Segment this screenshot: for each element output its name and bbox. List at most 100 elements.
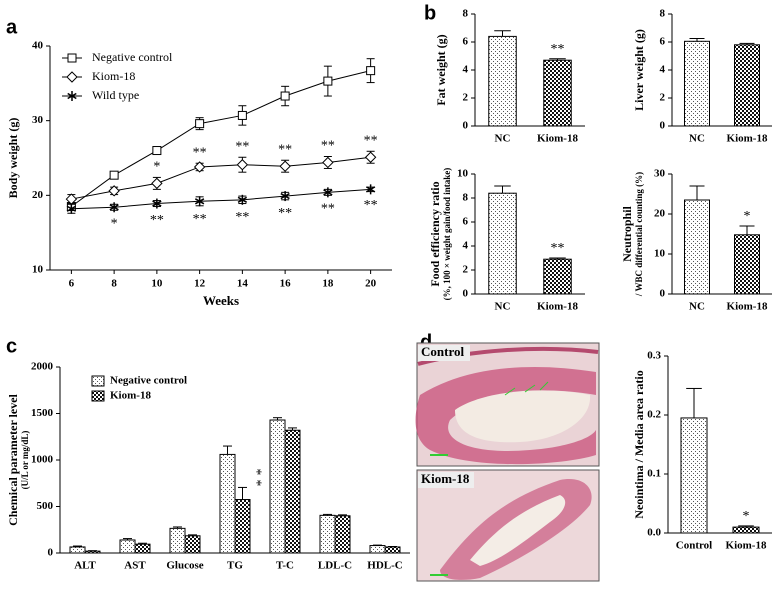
y-tick-label: 4 xyxy=(463,240,469,252)
marker xyxy=(237,194,248,205)
marker xyxy=(193,161,206,173)
x-tick-label: 18 xyxy=(322,278,334,290)
panel-label: b xyxy=(424,2,436,24)
significance: * xyxy=(153,160,160,175)
bar xyxy=(284,429,301,554)
marker xyxy=(366,66,376,76)
y-tick-label: 0 xyxy=(660,120,666,132)
marker xyxy=(323,76,333,86)
marker-arm xyxy=(365,186,376,193)
marker xyxy=(280,191,290,202)
bar xyxy=(119,539,136,554)
marker-square xyxy=(67,53,77,63)
x-tick-label: 6 xyxy=(69,278,75,290)
significance: * xyxy=(111,216,118,231)
histology-kiom xyxy=(416,469,600,582)
y-tick-label: 10 xyxy=(654,248,666,260)
y-axis-title: Neointima / Media area ratio xyxy=(632,370,646,518)
y-tick-label: 6 xyxy=(463,216,469,228)
y-tick-label: 1500 xyxy=(31,407,54,419)
legend-label: Kiom-18 xyxy=(110,390,151,402)
x-tick-label: Glucose xyxy=(166,560,203,572)
bar xyxy=(369,545,386,554)
legend-label: Negative control xyxy=(110,375,187,387)
marker xyxy=(364,151,377,163)
y-tick-label: 8 xyxy=(463,8,469,20)
y-axis-title: / WBC differential counting (%) xyxy=(634,172,644,297)
significance: ** xyxy=(364,133,378,148)
y-axis-title: (U/L or mg/dL) xyxy=(20,431,30,490)
significance: ** xyxy=(321,202,335,217)
image-label-bg xyxy=(418,345,470,361)
y-tick-label: 10 xyxy=(32,264,44,276)
x-axis-title: Weeks xyxy=(203,293,239,308)
x-tick-label: ALT xyxy=(74,560,96,572)
y-tick-label: 500 xyxy=(37,500,54,512)
bar xyxy=(734,234,760,295)
bar xyxy=(184,535,201,554)
marker-diamond xyxy=(66,71,78,83)
x-tick-label: NC xyxy=(689,133,705,145)
bar xyxy=(219,453,236,554)
bar xyxy=(69,546,86,554)
y-axis-title: Liver weight (g) xyxy=(632,29,646,111)
marker-square xyxy=(109,170,119,180)
x-tick-label: 12 xyxy=(194,278,206,290)
y-tick-label: 0.0 xyxy=(647,527,661,539)
y-tick-label: 30 xyxy=(32,114,44,126)
y-tick-label: 0.3 xyxy=(647,350,661,362)
marker-arm xyxy=(237,196,248,203)
marker xyxy=(152,198,162,209)
significance: ** xyxy=(278,142,292,157)
y-tick-label: 2 xyxy=(463,92,469,104)
y-axis-title: Neutrophil xyxy=(620,205,634,261)
marker xyxy=(195,119,205,129)
y-tick-label: 8 xyxy=(463,192,469,204)
marker xyxy=(323,187,333,198)
image-label-bg xyxy=(418,472,474,488)
marker xyxy=(194,196,205,207)
x-tick-label: NC xyxy=(689,301,705,313)
bar xyxy=(169,527,186,554)
y-tick-label: 4 xyxy=(660,64,666,76)
y-tick-label: 0 xyxy=(463,120,469,132)
y-tick-label: 0 xyxy=(48,547,54,559)
significance: ** xyxy=(248,468,263,490)
x-tick-label: T-C xyxy=(276,560,294,572)
marker-arm xyxy=(66,205,77,212)
bar xyxy=(334,515,351,554)
image-label: Kiom-18 xyxy=(421,471,470,486)
bar xyxy=(680,417,708,534)
y-tick-label: 0.1 xyxy=(647,468,661,480)
marker xyxy=(151,177,163,190)
bar xyxy=(488,35,517,127)
marker xyxy=(66,71,78,83)
marker xyxy=(279,160,291,172)
panel-label: c xyxy=(6,335,17,357)
x-tick-label: 20 xyxy=(365,278,377,290)
line xyxy=(71,156,371,200)
y-tick-label: 4 xyxy=(463,64,469,76)
marker xyxy=(322,156,334,169)
x-tick-label: AST xyxy=(124,560,146,572)
marker-diamond xyxy=(108,185,120,197)
marker-arm xyxy=(67,92,77,100)
x-tick-label: 8 xyxy=(111,278,117,290)
bar xyxy=(319,514,336,554)
marker-arm xyxy=(194,198,205,205)
bar xyxy=(269,419,286,554)
x-tick-label: Control xyxy=(676,540,712,552)
marker-arm xyxy=(280,192,290,200)
bar xyxy=(384,546,401,554)
marker-square xyxy=(237,110,247,120)
marker xyxy=(108,185,120,197)
y-tick-label: 40 xyxy=(32,40,44,52)
marker-diamond xyxy=(364,151,377,163)
marker xyxy=(67,53,77,63)
marker xyxy=(152,146,162,156)
bar xyxy=(734,44,760,127)
bar xyxy=(84,550,101,554)
marker-square xyxy=(152,146,162,156)
x-tick-label: Kiom-18 xyxy=(537,301,578,313)
